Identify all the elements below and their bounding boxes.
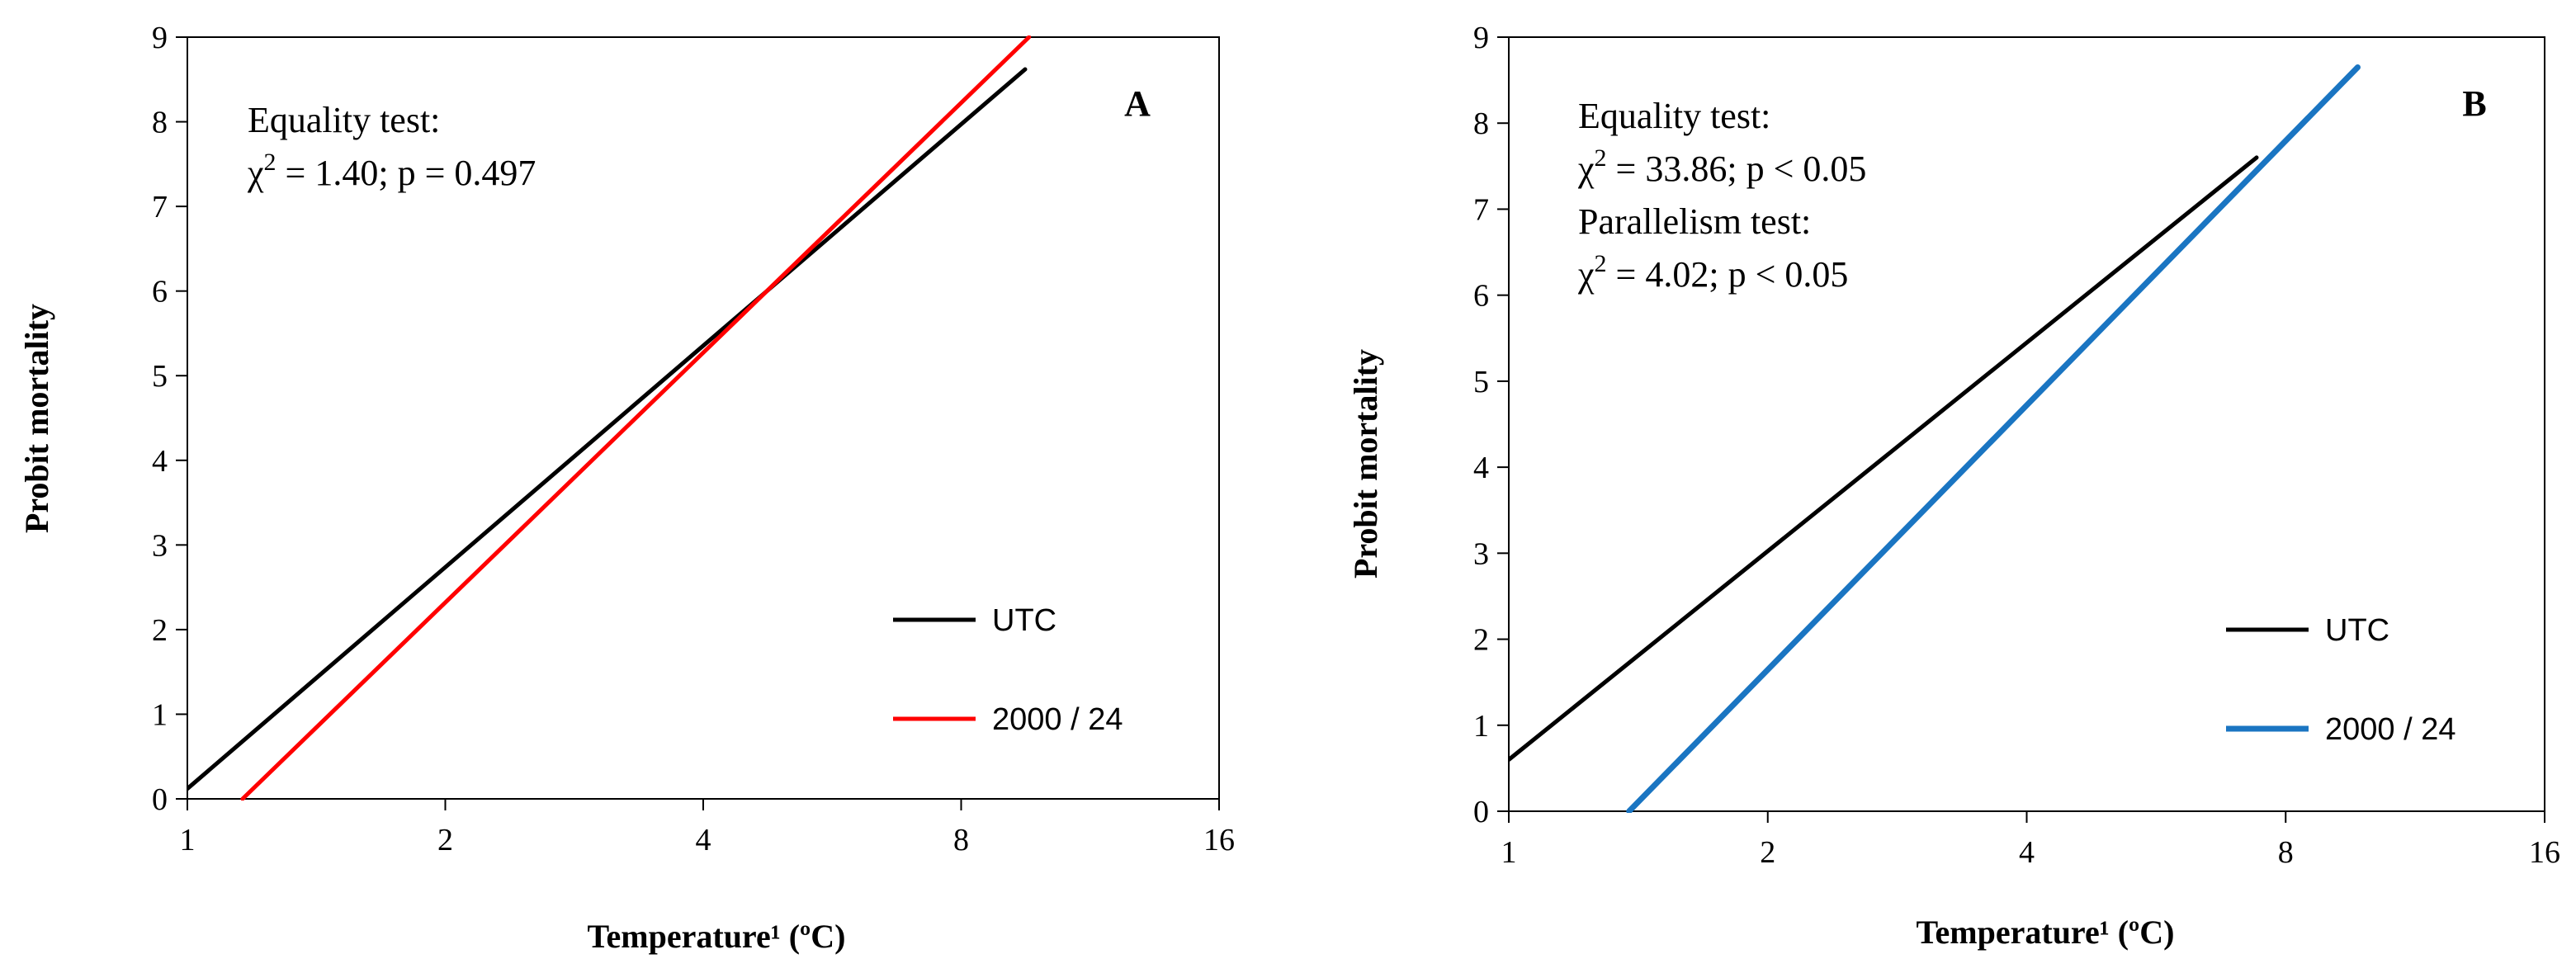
x-tick-label: 4 [2019,835,2035,870]
y-tick-label: 8 [152,106,168,140]
x-axis-title: Temperature¹ (ºC) [588,918,846,955]
y-tick-label: 1 [1473,709,1489,744]
y-tick-label: 0 [1473,795,1489,829]
series-line-2000-24 [1626,64,2361,813]
y-tick-label: 2 [1473,623,1489,658]
y-axis-title: Probit mortality [18,304,55,533]
legend-label: UTC [2325,613,2389,648]
annotation-line: χ2 = 1.40; p = 0.497 [247,149,536,193]
annotation-text: χ [1577,149,1595,189]
y-tick-label: 2 [152,613,168,648]
x-tick-label: 1 [1501,835,1517,870]
annotation-text: χ [1577,254,1595,295]
annotation-text: χ [247,153,264,193]
legend-label: 2000 / 24 [992,702,1123,737]
series-line-2000-24 [240,35,1032,801]
annotation-text: = 1.40; p = 0.497 [277,153,536,193]
y-tick-label: 3 [1473,536,1489,571]
y-tick-label: 5 [152,359,168,394]
annotation-line: χ2 = 4.02; p < 0.05 [1577,250,1848,295]
y-axis-title: Probit mortality [1347,349,1384,579]
annotation-text: Equality test: [248,100,440,140]
y-tick-label: 9 [152,21,168,55]
y-tick-label: 1 [152,697,168,732]
y-tick-label: 3 [152,528,168,563]
x-tick-label: 8 [953,823,969,857]
x-axis-title: Temperature¹ (ºC) [1917,914,2175,951]
annotation-line: Equality test: [1578,96,1770,136]
y-tick-label: 9 [1473,21,1489,55]
y-tick-label: 4 [152,444,168,479]
annotation-text: Parallelism test: [1578,201,1811,242]
y-tick-label: 0 [152,782,168,817]
x-tick-label: 16 [1203,823,1235,857]
legend: UTC 2000 / 24 [2226,613,2455,747]
superscript: 2 [1595,144,1607,172]
x-tick-label: 1 [180,823,196,857]
panel-letter: A [1124,83,1151,124]
y-tick-label: 6 [152,275,168,309]
annotation-line: Equality test: [248,100,440,140]
plot-frame [187,36,1220,800]
legend-label: 2000 / 24 [2325,712,2455,747]
x-tick-label: 2 [437,823,453,857]
annotation-text: = 4.02; p < 0.05 [1607,254,1849,295]
x-tick-label: 8 [2278,835,2294,870]
annotation-line: χ2 = 33.86; p < 0.05 [1577,144,1866,189]
x-tick-label: 4 [696,823,711,857]
superscript: 2 [1595,250,1607,277]
legend-label: UTC [992,603,1056,638]
series-line-utc [187,67,1028,791]
annotation-line: Parallelism test: [1578,201,1811,242]
panel-letter: B [2462,83,2486,124]
y-tick-label: 7 [152,190,168,224]
series-line-utc [1509,155,2259,762]
y-tick-label: 5 [1473,365,1489,399]
y-tick-label: 7 [1473,192,1489,227]
annotation-text: = 33.86; p < 0.05 [1607,149,1867,189]
y-tick-label: 8 [1473,106,1489,141]
superscript: 2 [264,149,277,176]
legend: UTC 2000 / 24 [893,603,1123,737]
y-tick-label: 6 [1473,279,1489,314]
x-tick-label: 16 [2529,835,2560,870]
y-tick-label: 4 [1473,451,1489,485]
x-tick-label: 2 [1760,835,1775,870]
annotation-text: Equality test: [1578,96,1770,136]
